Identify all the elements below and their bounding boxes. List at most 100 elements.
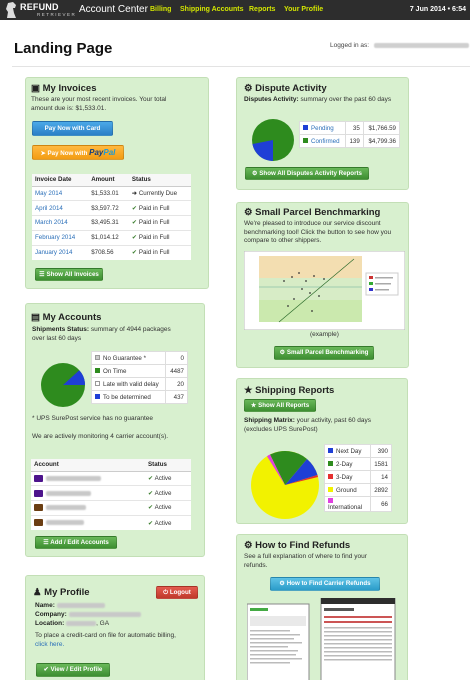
fedex-logo-icon xyxy=(34,489,43,497)
legend-row: International 66 xyxy=(323,496,392,512)
logged-in-indicator: Logged in as: xyxy=(330,42,469,49)
benchmark-example-chart[interactable] xyxy=(244,251,405,330)
dispute-title: ⚙ Dispute Activity xyxy=(244,83,327,94)
table-row[interactable]: February 2014 $1,014.12 ✔ Paid in Full xyxy=(32,229,191,246)
invoice-status: ✔ Paid in Full xyxy=(128,229,191,246)
table-row[interactable]: January 2014 $708.56 ✔ Paid in Full xyxy=(32,244,191,260)
check-icon: ✔ xyxy=(43,666,49,673)
show-all-reports-button[interactable]: ★ Show All Reports xyxy=(244,399,316,412)
confirmed-swatch xyxy=(303,138,308,144)
star-icon: ★ xyxy=(250,402,257,409)
redacted-account-number xyxy=(46,505,86,511)
shipping-matrix-text: Shipping Matrix: your activity, past 60 … xyxy=(244,417,372,433)
dispute-pie-chart xyxy=(252,119,294,161)
show-all-disputes-button[interactable]: ⚙ Show All Disputes Activity Reports xyxy=(245,167,369,180)
invoice-status: ✔ Paid in Full xyxy=(128,200,191,216)
table-row[interactable]: ✔ Active xyxy=(31,500,191,516)
fedex-logo-icon xyxy=(34,474,43,482)
table-row[interactable]: ✔ Active xyxy=(31,485,191,501)
invoice-status: ✔ Paid in Full xyxy=(128,244,191,260)
brand-name[interactable]: REFUND xyxy=(20,2,59,12)
list-icon: ☰ xyxy=(43,539,49,546)
nav-link-billing[interactable]: Billing xyxy=(150,6,172,13)
small-parcel-benchmarking-button[interactable]: ⚙ Small Parcel Benchmarking xyxy=(274,346,374,360)
legend-row[interactable]: Pending 35 $1,766.59 xyxy=(299,121,401,135)
gear-icon: ⚙ xyxy=(244,540,253,551)
check-icon: ✔ xyxy=(148,504,154,512)
account-status: ✔ Active xyxy=(145,500,191,516)
table-row[interactable]: March 2014 $3,495.31 ✔ Paid in Full xyxy=(32,215,191,231)
view-edit-profile-button[interactable]: ✔ View / Edit Profile xyxy=(36,663,110,677)
invoice-date-link[interactable]: May 2014 xyxy=(32,185,89,201)
redacted-account-number xyxy=(46,490,91,496)
column-header: Account xyxy=(31,459,146,472)
datetime: 7 Jun 2014 • 6:54 xyxy=(409,6,466,13)
account-status: ✔ Active xyxy=(145,485,191,501)
account-cell[interactable] xyxy=(31,500,146,516)
shipments-legend: No Guarantee * 0 On Time 4487 Late with va… xyxy=(90,351,188,404)
accounts-table: Account Status ✔ Active ✔ Active ✔ Activ… xyxy=(31,459,191,531)
international-swatch xyxy=(328,497,333,503)
logout-button[interactable]: ⏻ Logout xyxy=(156,586,198,599)
account-cell[interactable] xyxy=(31,470,146,486)
invoice-amount: $708.56 xyxy=(88,244,129,260)
page-title: Landing Page xyxy=(14,40,113,57)
invoices-title: ▣ My Invoices xyxy=(31,83,97,94)
invoice-date-link[interactable]: January 2014 xyxy=(32,244,89,260)
invoice-date-link[interactable]: February 2014 xyxy=(32,229,89,246)
shipping-reports-panel: ★ Shipping Reports ★ Show All Reports Sh… xyxy=(236,378,408,524)
gear-icon: ⚙ xyxy=(279,580,285,587)
on-time-swatch xyxy=(95,368,100,374)
ups-logo-icon xyxy=(34,504,43,512)
table-row[interactable]: ✔ Active xyxy=(31,470,191,486)
account-cell[interactable] xyxy=(31,485,146,501)
star-icon: ★ xyxy=(244,385,253,396)
account-status: ✔ Active xyxy=(145,514,191,531)
table-row[interactable]: ✔ Active xyxy=(31,514,191,531)
nav-link-reports[interactable]: Reports xyxy=(249,6,276,13)
shipping-matrix-pie-chart xyxy=(251,450,319,519)
to-be-determined-slice xyxy=(63,370,86,385)
table-header-row: Account Status xyxy=(31,459,191,472)
gear-icon: ⚙ xyxy=(244,207,253,218)
accounts-panel: ▤ My Accounts Shipments Status: summary … xyxy=(25,303,205,557)
invoice-date-link[interactable]: April 2014 xyxy=(32,200,89,216)
find-carrier-refunds-button[interactable]: ⚙ How to Find Carrier Refunds xyxy=(270,577,380,591)
invoice-amount: $3,597.72 xyxy=(88,200,129,216)
pending-slice xyxy=(252,140,273,161)
three-day-slice xyxy=(285,475,318,485)
benchmark-text: We're pleased to introduce our service d… xyxy=(244,220,392,244)
profile-details: Name: Company: Location: , GA xyxy=(35,601,141,628)
legend-row: Next Day 390 xyxy=(323,444,392,458)
two-day-slice xyxy=(270,450,307,485)
paypal-logo-pay: Pay xyxy=(89,148,104,157)
legend-row: On Time 4487 xyxy=(90,364,188,378)
show-all-invoices-button[interactable]: ☰ Show All Invoices xyxy=(35,268,103,281)
column-header: Amount xyxy=(88,174,129,187)
table-row[interactable]: May 2014 $1,533.01 ➜ Currently Due xyxy=(32,185,191,201)
refund-screenshots-thumbnails[interactable] xyxy=(247,598,397,680)
check-icon: ✔ xyxy=(131,219,138,227)
add-edit-accounts-button[interactable]: ☰ Add / Edit Accounts xyxy=(35,536,117,549)
account-cell[interactable] xyxy=(31,514,146,531)
click-here-link[interactable]: click here. xyxy=(35,640,65,648)
refunds-title: ⚙ How to Find Refunds xyxy=(244,540,351,551)
invoice-status: ➜ Currently Due xyxy=(128,185,191,201)
pay-paypal-button[interactable]: ➤ Pay Now with PayPal xyxy=(32,145,124,160)
legend-row[interactable]: Confirmed 139 $4,799.36 xyxy=(299,134,401,148)
arrow-right-icon: ➜ xyxy=(131,189,138,197)
shipments-pie-chart xyxy=(41,363,86,407)
table-row[interactable]: April 2014 $3,597.72 ✔ Paid in Full xyxy=(32,200,191,216)
column-header: Invoice Date xyxy=(32,174,89,187)
pay-card-button[interactable]: Pay Now with Card xyxy=(32,121,113,136)
redacted-city xyxy=(66,620,97,626)
top-navbar: REFUND RETRIEVER Account Center Billing … xyxy=(0,0,470,20)
dispute-legend: Pending 35 $1,766.59 Confirmed 139 $4,79… xyxy=(299,121,401,148)
nav-link-shipping-accounts[interactable]: Shipping Accounts xyxy=(180,6,244,13)
redacted-company xyxy=(68,611,141,617)
benchmark-trend-line xyxy=(278,258,355,323)
nav-link-your-profile[interactable]: Your Profile xyxy=(284,6,324,13)
dog-logo-icon xyxy=(6,2,16,18)
invoice-date-link[interactable]: March 2014 xyxy=(32,215,89,231)
redacted-account-number xyxy=(46,475,101,481)
